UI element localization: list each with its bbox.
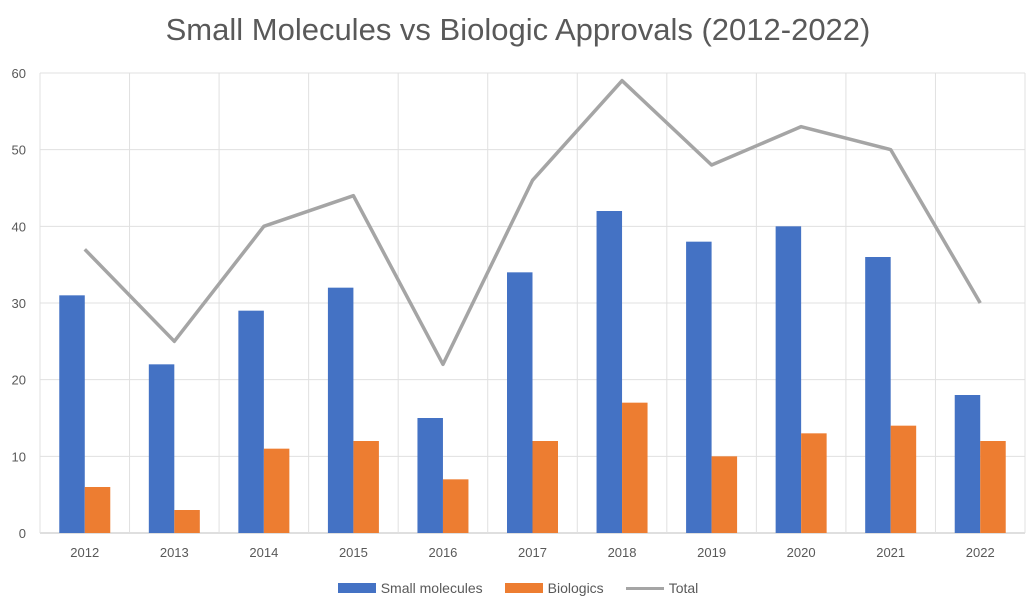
y-tick-label: 40 <box>12 219 26 234</box>
bar-biologics <box>174 510 200 533</box>
legend-swatch <box>625 586 664 590</box>
x-tick-label: 2014 <box>249 545 278 560</box>
legend: Small molecules Biologics Total <box>0 580 1036 596</box>
y-tick-label: 60 <box>12 66 26 81</box>
bar-biologics <box>442 479 469 533</box>
bar-biologics <box>263 448 290 533</box>
y-tick-label: 30 <box>12 296 26 311</box>
bar-small-molecules <box>954 395 981 533</box>
bar-small-molecules <box>327 287 354 533</box>
legend-label: Biologics <box>547 580 604 596</box>
x-tick-label: 2016 <box>428 545 457 560</box>
line-total <box>83 78 982 367</box>
x-tick-label: 2013 <box>160 545 189 560</box>
legend-item: Small molecules <box>337 580 483 596</box>
bar-small-molecules <box>865 257 891 533</box>
x-tick-label: 2012 <box>70 545 99 560</box>
legend-item: Biologics <box>504 580 604 596</box>
x-tick-label: 2018 <box>608 545 637 560</box>
bar-small-molecules <box>148 364 175 533</box>
bar-biologics <box>622 402 648 533</box>
bar-biologics <box>890 425 917 533</box>
bar-small-molecules <box>59 295 85 533</box>
x-tick-label: 2020 <box>787 545 816 560</box>
x-tick-label: 2017 <box>518 545 547 560</box>
legend-label: Total <box>668 580 699 596</box>
bar-small-molecules <box>417 418 443 533</box>
bar-biologics <box>711 456 738 533</box>
bar-small-molecules <box>775 226 802 534</box>
x-tick-label: 2021 <box>876 545 905 560</box>
legend-label: Small molecules <box>380 580 483 596</box>
y-tick-label: 50 <box>12 143 26 158</box>
legend-swatch <box>337 583 376 593</box>
bar-biologics <box>532 441 558 533</box>
x-tick-label: 2019 <box>697 545 726 560</box>
legend-item: Total <box>625 580 699 596</box>
x-tick-label: 2022 <box>966 545 995 560</box>
y-tick-label: 20 <box>12 373 26 388</box>
bar-small-molecules <box>596 211 623 533</box>
bar-small-molecules <box>238 310 264 533</box>
bar-biologics <box>353 441 379 533</box>
y-tick-label: 0 <box>19 526 26 541</box>
chart-title: Small Molecules vs Biologic Approvals (2… <box>165 12 871 47</box>
bar-biologics <box>980 441 1006 533</box>
bar-biologics <box>801 433 827 533</box>
bar-small-molecules <box>686 241 712 533</box>
x-tick-label: 2015 <box>339 545 368 560</box>
bar-small-molecules <box>507 272 533 533</box>
y-tick-label: 10 <box>12 449 26 464</box>
legend-swatch <box>504 583 543 593</box>
bar-biologics <box>84 487 111 533</box>
